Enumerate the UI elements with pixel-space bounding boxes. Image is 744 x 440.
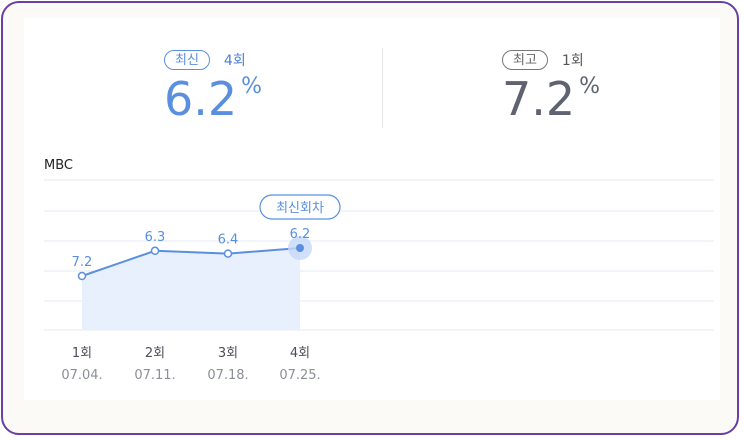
channel-label: MBC xyxy=(44,158,73,173)
x-tick-episode: 4회 xyxy=(290,346,310,361)
rating-card: 최신 4회 6.2 % 최고 1회 7.2 % MBC 최신회차 7.2 6.3 6… xyxy=(24,18,720,400)
data-point xyxy=(223,249,233,258)
x-tick-date: 07.11. xyxy=(134,368,175,383)
data-label: 7.2 xyxy=(72,255,93,270)
x-tick-episode: 1회 xyxy=(72,346,92,361)
x-tick-episode: 2회 xyxy=(145,346,165,361)
data-point-latest xyxy=(296,244,304,252)
x-tick-episode: 3회 xyxy=(218,346,238,361)
best-unit: % xyxy=(579,74,601,99)
latest-rating: 최신 4회 6.2 % xyxy=(164,48,424,148)
x-tick-date: 07.25. xyxy=(279,368,320,383)
data-label: 6.2 xyxy=(290,227,311,242)
stat-divider xyxy=(382,48,383,128)
data-label: 6.4 xyxy=(218,233,239,248)
annotation-badge xyxy=(259,194,341,220)
x-tick-date: 07.04. xyxy=(61,368,102,383)
latest-value: 6.2 xyxy=(164,72,238,126)
best-rating: 최고 1회 7.2 % xyxy=(502,48,744,148)
best-value: 7.2 xyxy=(502,72,576,126)
best-badge: 최고 xyxy=(502,50,548,70)
latest-unit: % xyxy=(241,74,263,99)
rating-chart: 최신회차 7.2 6.3 6.4 6.2 1회 07.04. 2회 07.11. 3회 07.1… xyxy=(44,179,714,383)
series-area xyxy=(82,248,300,330)
best-episode: 1회 xyxy=(561,53,584,69)
annotation-text: 최신회차 xyxy=(276,201,324,216)
data-label: 6.3 xyxy=(145,230,166,245)
data-point xyxy=(77,271,87,281)
data-point xyxy=(150,246,160,256)
series-line xyxy=(81,247,301,277)
latest-episode: 4회 xyxy=(223,53,246,69)
latest-badge: 최신 xyxy=(164,50,210,70)
x-tick-date: 07.18. xyxy=(207,368,248,383)
